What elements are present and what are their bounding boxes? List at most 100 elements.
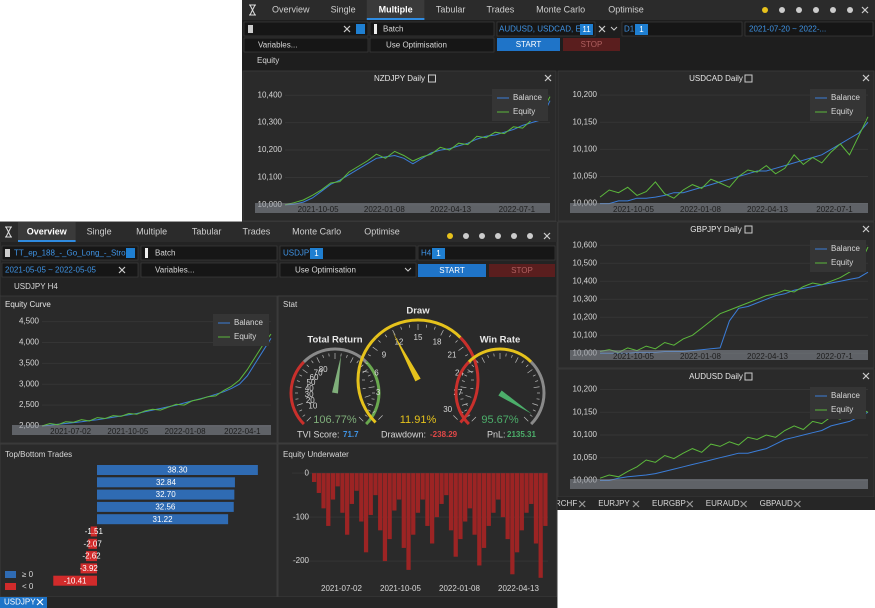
checkbox[interactable] [428, 74, 436, 83]
toolbar-icon[interactable] [762, 7, 768, 13]
file-input[interactable] [243, 21, 369, 37]
bar [88, 538, 97, 549]
legend-label: Equity [513, 107, 535, 116]
document-tab[interactable]: GBPAUD [760, 499, 793, 508]
toolbar-icon[interactable] [527, 233, 533, 239]
toolbar-icon[interactable] [511, 233, 517, 239]
batch-input[interactable] [369, 21, 495, 37]
navigator[interactable] [570, 479, 868, 489]
variables-input[interactable] [140, 262, 278, 278]
document-tab[interactable]: EURAUD [706, 499, 740, 508]
bar [97, 477, 235, 488]
tab[interactable]: Optimise [608, 4, 644, 14]
tab[interactable]: Overview [27, 226, 68, 236]
bar [467, 473, 473, 509]
gauge-minor-tick [532, 409, 536, 412]
gauge-minor-tick [458, 346, 464, 351]
tab[interactable]: Monte Carlo [292, 226, 341, 236]
document-tab-label[interactable]: USDJPY [4, 598, 36, 607]
gauge-minor-tick [364, 414, 368, 417]
timeframe-input[interactable] [621, 21, 743, 37]
button[interactable] [497, 38, 560, 51]
file-button[interactable] [356, 24, 365, 34]
gauge-arc [289, 360, 305, 426]
button[interactable] [418, 264, 486, 277]
bar [349, 473, 355, 504]
button-label[interactable]: STOP [581, 40, 603, 49]
y-tick-label: 10,100 [573, 430, 598, 439]
tab[interactable]: Overview [272, 4, 310, 14]
toolbar-icon[interactable] [796, 7, 802, 13]
navigator[interactable] [12, 425, 271, 435]
toolbar-icon[interactable] [447, 233, 453, 239]
close-icon [543, 232, 551, 240]
toolbar-icon[interactable] [830, 7, 836, 13]
optimisation-select[interactable] [369, 37, 495, 53]
toolbar-icon[interactable] [813, 7, 819, 13]
button[interactable] [563, 38, 620, 51]
bar [97, 489, 235, 500]
close-icon [861, 6, 869, 14]
checkbox[interactable] [744, 372, 753, 381]
checkbox[interactable] [744, 74, 753, 83]
series-line [284, 100, 551, 206]
batch-input[interactable] [140, 245, 278, 261]
bar [316, 473, 321, 493]
series-line [599, 246, 869, 353]
bar [312, 473, 317, 482]
checkbox[interactable] [744, 225, 753, 234]
y-tick-label: 10,150 [573, 117, 598, 126]
bar-label: 38.30 [167, 466, 188, 475]
legend [213, 314, 269, 346]
tab[interactable]: Tabular [192, 226, 222, 236]
toolbar-icon[interactable] [495, 233, 501, 239]
document-tab[interactable]: RCHF [555, 499, 577, 508]
optimisation-select[interactable] [279, 262, 417, 278]
document-tab[interactable] [0, 597, 47, 608]
button-label[interactable]: START [516, 40, 542, 49]
tab[interactable]: Optimise [364, 226, 400, 236]
file-button[interactable] [126, 248, 135, 258]
gauge-minor-tick [372, 410, 376, 414]
tab[interactable]: Tabular [436, 4, 466, 14]
navigator[interactable] [570, 350, 868, 360]
navigator[interactable] [570, 203, 868, 213]
tab[interactable]: Multiple [379, 4, 413, 14]
navigator[interactable] [255, 203, 550, 213]
gauge-minor-tick [465, 354, 469, 357]
label: 2135.31 [507, 430, 536, 439]
gauge-minor-tick [372, 346, 378, 351]
button-label[interactable]: START [439, 266, 465, 275]
bar [510, 473, 515, 575]
tab[interactable]: Single [331, 4, 356, 14]
y-tick-label: 0 [305, 468, 310, 477]
gauge-minor-tick [360, 364, 364, 368]
toolbar-icon[interactable] [479, 233, 485, 239]
variables-input[interactable] [243, 37, 369, 53]
bar [368, 473, 373, 515]
tab[interactable]: Multiple [136, 226, 167, 236]
gauge-needle [332, 355, 342, 394]
label: 1 [639, 25, 644, 34]
file-input[interactable] [1, 245, 139, 261]
symbols-input[interactable] [496, 21, 596, 37]
document-tab[interactable]: EURJPY [598, 499, 630, 508]
timeframe-input[interactable] [417, 245, 556, 261]
date-input[interactable] [1, 262, 139, 278]
button[interactable] [489, 264, 555, 277]
tab[interactable]: Monte Carlo [536, 4, 585, 14]
bar [444, 473, 449, 496]
document-tab[interactable]: EURGBP [652, 499, 686, 508]
button-label[interactable]: STOP [511, 266, 533, 275]
tab[interactable]: Trades [487, 4, 515, 14]
toolbar-icon[interactable] [847, 7, 853, 13]
toolbar-icon[interactable] [779, 7, 785, 13]
count-badge [635, 24, 648, 35]
bar [477, 473, 482, 566]
date-input[interactable] [744, 21, 874, 37]
tab[interactable]: Single [87, 226, 112, 236]
bar [538, 473, 543, 578]
toolbar-icon[interactable] [463, 233, 469, 239]
tab[interactable]: Trades [243, 226, 271, 236]
